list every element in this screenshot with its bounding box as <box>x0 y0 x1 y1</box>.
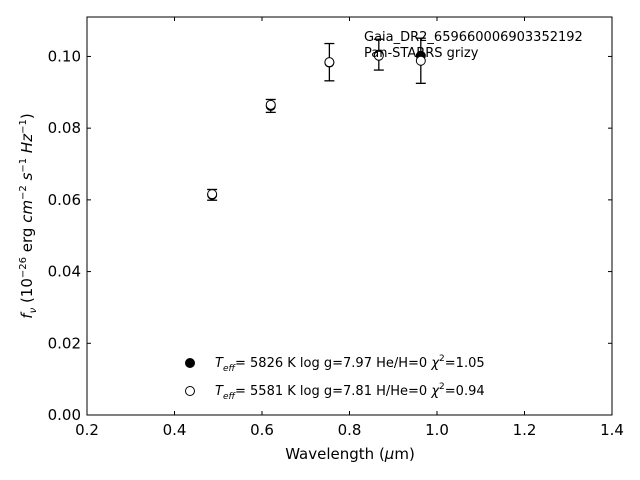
annotation-line-1: Gaia_DR2_659660006903352192 <box>364 30 583 45</box>
error-bars <box>207 37 426 201</box>
y-tick-label: 0.02 <box>48 334 81 352</box>
axis-ticks: 0.2 0.4 0.6 0.8 1.0 1.2 1.4 0.00 0.02 0.04 0.06 0.0… <box>48 17 624 439</box>
model-point-open <box>373 50 384 61</box>
model-point-open <box>415 55 426 66</box>
y-tick-label: 0.06 <box>48 191 81 209</box>
legend-entry-2: Teff= 5581 K log g=7.81 H/He=0 χ2=0.94 <box>215 382 485 402</box>
x-tick-label: 1.0 <box>425 421 449 439</box>
model-point-open <box>265 99 276 110</box>
y-tick-label: 0.10 <box>48 47 81 65</box>
x-tick-label: 0.4 <box>163 421 187 439</box>
legend-entry-1: Teff= 5826 K log g=7.97 He/H=0 χ2=1.05 <box>215 354 485 374</box>
y-axis-label: fν (10−26 erg cm−2 s−1 Hz−1) <box>18 113 39 318</box>
data-points <box>207 49 426 200</box>
legend-marker-filled <box>185 358 195 368</box>
x-tick-label: 0.6 <box>250 421 274 439</box>
x-tick-label: 1.4 <box>600 421 624 439</box>
x-tick-label: 0.8 <box>338 421 362 439</box>
model-point-open <box>324 57 335 68</box>
y-tick-label: 0.08 <box>48 119 81 137</box>
legend: Teff= 5826 K log g=7.97 He/H=0 χ2=1.05 T… <box>185 354 485 402</box>
y-tick-label: 0.00 <box>48 406 81 424</box>
x-tick-label: 0.2 <box>75 421 99 439</box>
y-tick-label: 0.04 <box>48 263 81 281</box>
annotation-line-2: Pan-STARRS grizy <box>364 46 479 61</box>
model-point-open <box>207 189 218 200</box>
x-axis-label: Wavelength (μm) <box>285 445 415 463</box>
legend-marker-open <box>185 386 195 396</box>
x-tick-label: 1.2 <box>513 421 537 439</box>
